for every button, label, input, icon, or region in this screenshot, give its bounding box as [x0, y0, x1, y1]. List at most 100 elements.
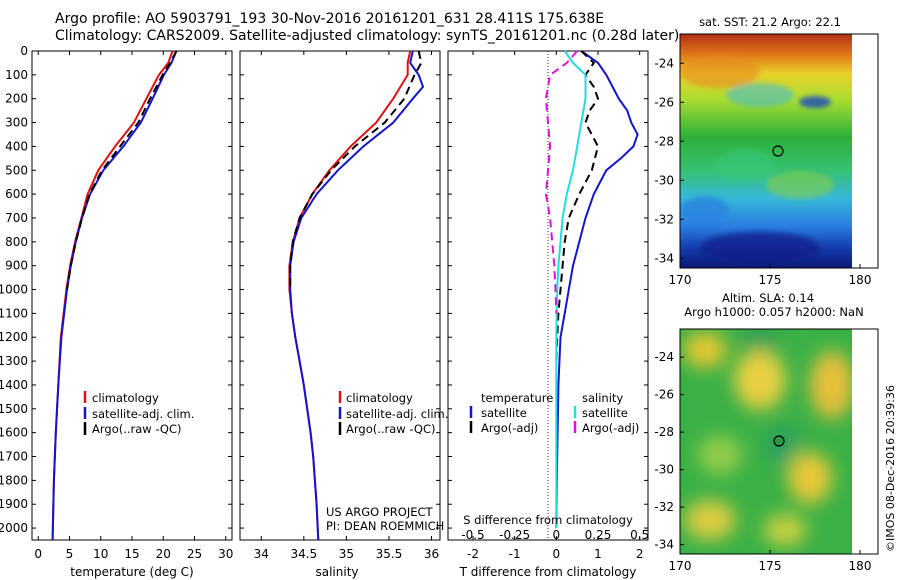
depth-tick-label: 1600 [0, 426, 28, 440]
map-x-tick-label: 180 [849, 273, 872, 287]
sst-heatmap [680, 34, 852, 268]
depth-tick-label: 300 [5, 116, 28, 130]
series-line [289, 50, 423, 290]
sal-legend-satellite: satellite-adj. clim. [346, 407, 448, 421]
map-y-tick-label: -24 [654, 350, 674, 364]
pi-label: PI: DEAN ROEMMICH [326, 519, 444, 533]
x-tick-label: 30 [218, 547, 233, 561]
x-tick-label: 2 [636, 547, 644, 561]
t-difference-xlabel: T difference from climatology [459, 565, 637, 579]
x-tick-label: 25 [187, 547, 202, 561]
diff-legend-t-argo: Argo(-adj) [481, 421, 538, 435]
depth-tick-label: 100 [5, 68, 28, 82]
x-tick-label: 10 [93, 547, 108, 561]
depth-tick-label: 700 [5, 211, 28, 225]
legend-title-salinity: salinity [582, 391, 623, 405]
sst-map-ticks: 170 175 180 -24 -26 -28 -30 -32 -34 [654, 56, 871, 287]
depth-tick-label: 2000 [0, 521, 28, 535]
depth-tick-label: 0 [20, 44, 28, 58]
temperature-x-ticks: 0 5 10 15 20 25 30 [34, 51, 233, 561]
map-x-tick-label: 175 [759, 559, 782, 573]
depth-tick-label: 1300 [0, 354, 28, 368]
x-tick-label: -1 [509, 547, 521, 561]
depth-tick-label: 1900 [0, 497, 28, 511]
x-tick-label: 36 [424, 547, 439, 561]
temperature-xlabel: temperature (deg C) [70, 565, 193, 579]
map-y-tick-label: -32 [654, 212, 674, 226]
argo-location-marker [772, 145, 784, 157]
sal-legend-climatology: climatology [346, 391, 413, 405]
figure-title-line2: Climatology: CARS2009. Satellite-adjuste… [55, 28, 680, 44]
depth-tick-label: 1500 [0, 402, 28, 416]
depth-tick-label: 1200 [0, 330, 28, 344]
legend-title-temperature: temperature [481, 391, 553, 405]
x-tick-label: 0 [553, 547, 561, 561]
map-x-tick-label: 180 [849, 559, 872, 573]
sla-map-ticks: 170 175 180 -24 -26 -28 -30 -32 -34 [654, 350, 871, 573]
x-tick-label: 34.5 [290, 547, 317, 561]
difference-s-ticks: -0.5 -0.25 0 0.25 0.5 [461, 528, 649, 542]
salinity-x-ticks: 34 34.5 35 35.5 36 [254, 51, 439, 561]
difference-legend: temperature salinity satellite Argo(-adj… [469, 391, 639, 435]
depth-tick-label: 1800 [0, 473, 28, 487]
map-y-tick-label: -28 [654, 134, 674, 148]
x-tick-label: 0 [34, 547, 42, 561]
map-y-tick-label: -24 [654, 56, 674, 70]
x-tick-label: 35.5 [376, 547, 403, 561]
difference-lines [544, 50, 639, 529]
map-y-tick-label: -34 [654, 538, 674, 552]
salinity-axes [239, 50, 441, 541]
map-x-tick-label: 175 [759, 273, 782, 287]
salinity-lines [288, 50, 425, 541]
x-tick-label: 1 [594, 547, 602, 561]
depth-tick-label: 1100 [0, 306, 28, 320]
temperature-lines [51, 50, 178, 541]
temperature-legend: climatology satellite-adj. clim. Argo(..… [83, 391, 194, 436]
difference-x-ticks: -2 -1 0 1 2 [467, 51, 643, 561]
diff-legend-s-argo: Argo(-adj) [582, 421, 639, 435]
difference-axes [447, 50, 649, 541]
series-line [555, 50, 600, 362]
depth-tick-label: 1000 [0, 283, 28, 297]
depth-ticks: 0 100 200 300 400 500 600 700 800 900 1000 1100 1200… [0, 44, 648, 535]
depth-tick-label: 1400 [0, 378, 28, 392]
map-x-tick-label: 170 [669, 273, 692, 287]
s-tick-label: 0 [553, 528, 561, 542]
diff-legend-t-satellite: satellite [481, 406, 527, 420]
x-tick-label: 35 [339, 547, 354, 561]
x-tick-label: 34 [254, 547, 269, 561]
s-difference-xlabel: S difference from climatology [463, 513, 633, 527]
salinity-legend: climatology satellite-adj. clim. Argo(..… [338, 391, 448, 436]
series-line [51, 50, 174, 541]
map-y-tick-label: -32 [654, 500, 674, 514]
sla-map-subtitle: Argo h1000: 0.057 h2000: NaN [684, 305, 863, 319]
map-y-tick-label: -34 [654, 251, 674, 265]
map-y-tick-label: -30 [654, 173, 674, 187]
series-line [66, 50, 178, 290]
series-line [555, 50, 639, 529]
depth-tick-label: 1700 [0, 450, 28, 464]
x-tick-label: 5 [66, 547, 74, 561]
temp-legend-climatology: climatology [92, 391, 159, 405]
sla-map-title: Altim. SLA: 0.14 [722, 291, 814, 305]
argo-location-marker-sla [773, 435, 785, 447]
map-y-tick-label: -30 [654, 463, 674, 477]
map-x-tick-label: 170 [669, 559, 692, 573]
map-y-tick-label: -26 [654, 388, 674, 402]
s-tick-label: -0.25 [499, 528, 530, 542]
temp-legend-argo: Argo(..raw -QC) [92, 422, 182, 436]
figure-title-line1: Argo profile: AO 5903791_193 30-Nov-2016… [55, 11, 605, 27]
map-y-tick-label: -26 [654, 95, 674, 109]
depth-tick-label: 800 [5, 235, 28, 249]
series-line [51, 50, 178, 541]
diff-legend-s-satellite: satellite [582, 406, 628, 420]
x-tick-label: 20 [156, 547, 171, 561]
depth-tick-label: 900 [5, 259, 28, 273]
series-line [555, 50, 587, 529]
s-tick-label: -0.5 [461, 528, 484, 542]
sla-heatmap [680, 329, 852, 554]
series-line [544, 50, 578, 314]
salinity-xlabel: salinity [315, 565, 358, 579]
depth-tick-label: 400 [5, 139, 28, 153]
